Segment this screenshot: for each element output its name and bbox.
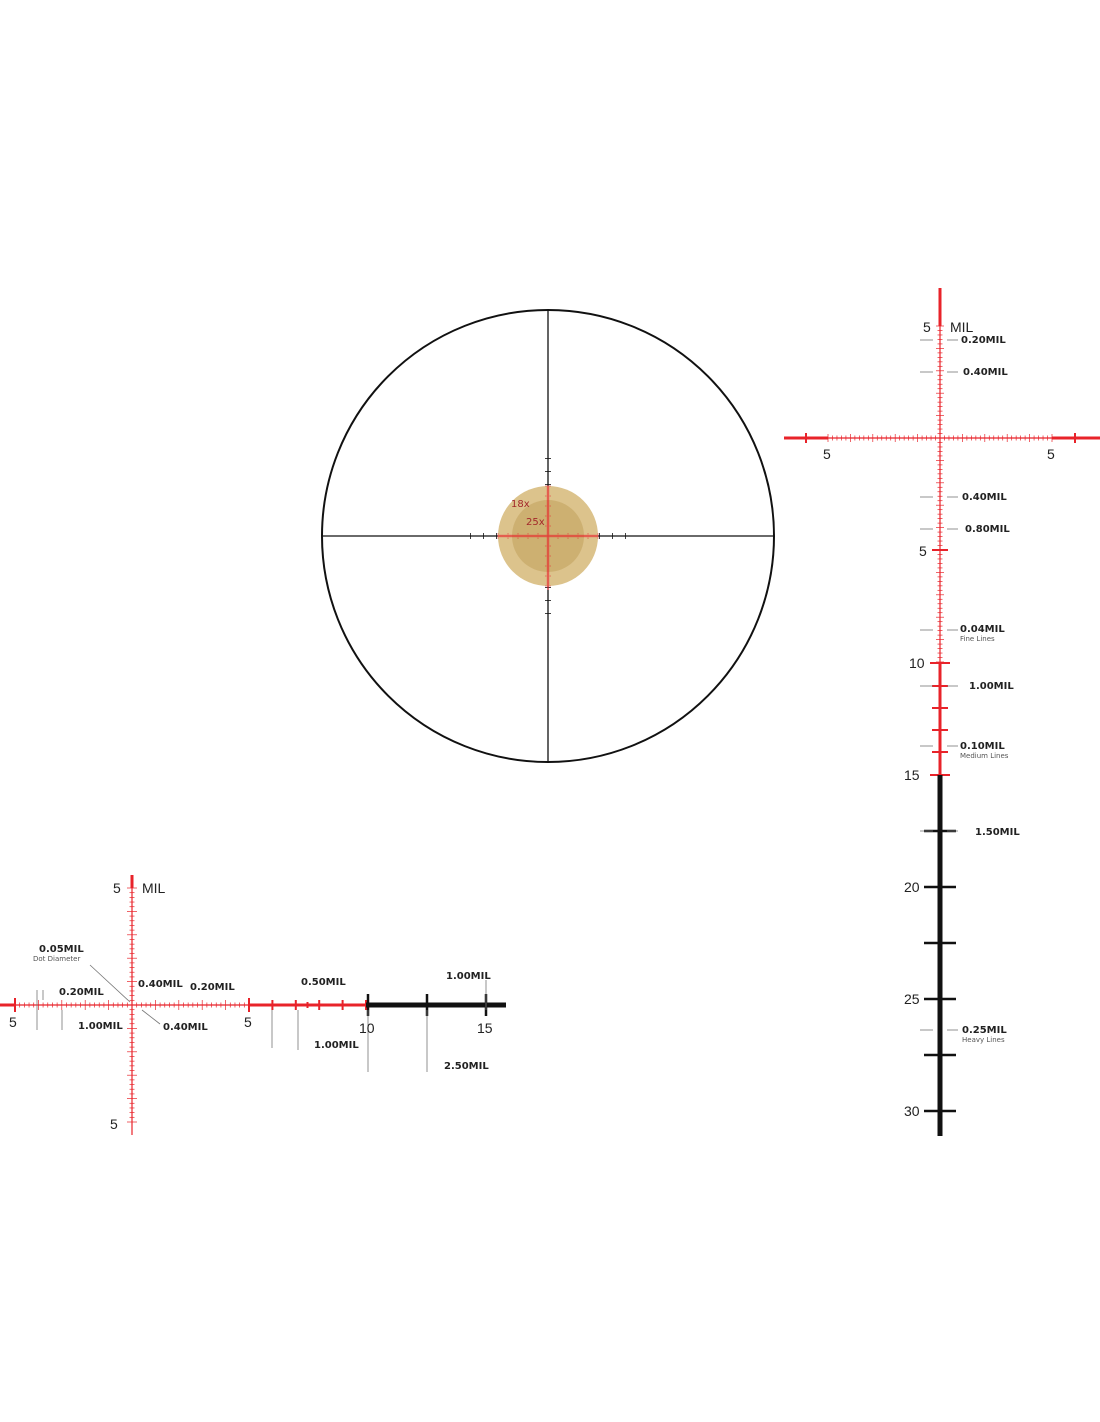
right-v-number: 20 [904, 879, 920, 895]
right-unit-label: MIL [950, 319, 974, 335]
left-h-number: 10 [359, 1020, 375, 1036]
left-h-number: 5 [9, 1014, 17, 1030]
overview-center-ticks [497, 485, 599, 590]
callout-value: 0.20MIL [59, 987, 104, 998]
callout-value: 1.00MIL [78, 1021, 123, 1032]
callout-value: 0.80MIL [965, 524, 1010, 535]
left-callouts: 0.05MIL Dot Diameter 0.20MIL 1.00MIL 0.4… [33, 944, 491, 1072]
callout-value: 2.50MIL [444, 1061, 489, 1072]
right-v-number: 10 [909, 655, 925, 671]
callout-value: 0.20MIL [961, 335, 1006, 346]
callout-note: Medium Lines [960, 752, 1009, 760]
left-reticle-lines [0, 875, 506, 1135]
mag-18x-label: 18x [511, 499, 530, 510]
right-detail-panel: 5 MIL 5 5 5 10 15 20 25 30 0.20MIL 0.40M… [784, 288, 1100, 1136]
callout-note: Dot Diameter [33, 955, 80, 963]
scope-overview: 18x 25x [321, 309, 775, 763]
left-bottom-number: 5 [110, 1116, 118, 1132]
callout-value: 0.04MIL [960, 624, 1005, 635]
callout-value: 0.40MIL [138, 979, 183, 990]
callout-value: 1.00MIL [446, 971, 491, 982]
callout-value: 0.40MIL [963, 367, 1008, 378]
callout-note: Heavy Lines [962, 1036, 1005, 1044]
callout-leader [141, 1009, 161, 1025]
callout-value: 1.50MIL [975, 827, 1020, 838]
mag-25x-label: 25x [526, 517, 545, 528]
right-h-number: 5 [823, 446, 831, 462]
callout-value: 0.25MIL [962, 1025, 1007, 1036]
callout-value: 0.40MIL [962, 492, 1007, 503]
right-v-number: 30 [904, 1103, 920, 1119]
callout-value: 1.00MIL [969, 681, 1014, 692]
right-callouts: 0.20MIL 0.40MIL 0.40MIL 0.80MIL 0.04MIL … [960, 335, 1020, 1044]
callout-value: 0.20MIL [190, 982, 235, 993]
callout-value: 0.50MIL [301, 977, 346, 988]
left-detail-panel: 5 MIL 5 5 5 10 15 0.05MIL Dot Diameter 0… [0, 875, 506, 1135]
callout-value: 1.00MIL [314, 1040, 359, 1051]
callout-note: Fine Lines [960, 635, 995, 643]
callout-leader [89, 964, 131, 1003]
left-h-number: 5 [244, 1014, 252, 1030]
right-v-number: 15 [904, 767, 920, 783]
right-reticle-lines [784, 288, 1100, 1136]
left-top-number: 5 [113, 880, 121, 896]
right-v-number: 5 [919, 543, 927, 559]
left-unit-label: MIL [142, 880, 166, 896]
callout-value: 0.05MIL [39, 944, 84, 955]
right-h-number: 5 [1047, 446, 1055, 462]
left-h-number: 15 [477, 1020, 493, 1036]
callout-value: 0.10MIL [960, 741, 1005, 752]
right-v-number: 25 [904, 991, 920, 1007]
callout-value: 0.40MIL [163, 1022, 208, 1033]
right-top-number: 5 [923, 319, 931, 335]
